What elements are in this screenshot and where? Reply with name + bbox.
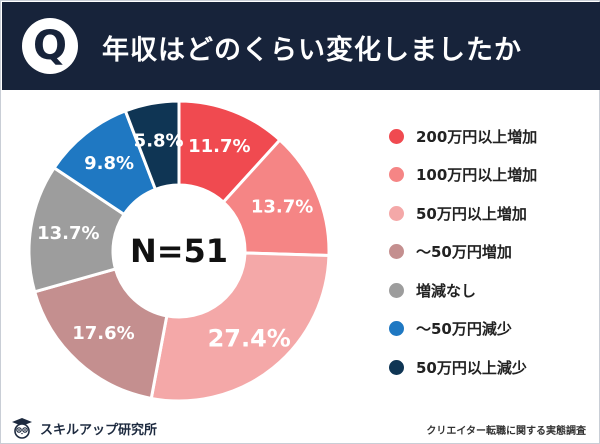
legend-label: 増減なし <box>416 281 477 300</box>
brand-name: スキルアップ研究所 <box>40 422 158 438</box>
legend-item-5: 増減なし <box>389 271 589 310</box>
legend-label: 50万円以上増加 <box>416 204 527 223</box>
legend-item-7: 50万円以上減少 <box>389 348 589 387</box>
sample-size-label: N=51 <box>130 232 228 270</box>
footer: スキルアップ研究所 クリエイター転職に関する実態調査 <box>2 413 600 444</box>
brand: スキルアップ研究所 <box>10 417 157 439</box>
legend-swatch <box>389 359 404 375</box>
donut-slice-7 <box>123 99 181 192</box>
legend-item-3: 50万円以上増加 <box>389 194 589 233</box>
slice-label-2: 13.7% <box>251 197 313 218</box>
legend-swatch <box>389 244 404 260</box>
slice-label-4: 17.6% <box>72 323 134 344</box>
donut-slice-4 <box>32 267 169 401</box>
legend-swatch <box>389 321 404 337</box>
slice-label-7: 5.8% <box>134 130 184 151</box>
question-badge: Q <box>22 18 78 74</box>
legend-swatch <box>389 128 404 144</box>
legend-item-4: 〜50万円増加 <box>389 233 589 272</box>
legend-item-6: 〜50万円減少 <box>389 310 589 349</box>
slice-label-1: 11.7% <box>188 136 250 157</box>
page-title: 年収はどのくらい変化しましたか <box>102 35 522 66</box>
slice-label-6: 9.8% <box>84 153 134 174</box>
legend-item-1: 200万円以上増加 <box>389 117 589 156</box>
legend-label: 200万円以上増加 <box>416 127 538 146</box>
slice-label-5: 13.7% <box>37 223 99 244</box>
question-badge-letter: Q <box>32 23 67 69</box>
legend-label: 〜50万円増加 <box>416 243 512 262</box>
donut-slice-3 <box>149 251 331 403</box>
slice-label-3: 27.4% <box>208 324 291 352</box>
chart-legend: 200万円以上増加 100万円以上増加 50万円以上増加 〜50万円増加 増減なし〜50… <box>389 117 589 387</box>
legend-label: 50万円以上減少 <box>416 358 527 377</box>
legend-swatch <box>389 167 404 183</box>
survey-source: クリエイター転職に関する実態調査 <box>426 426 586 437</box>
legend-label: 〜50万円減少 <box>416 320 512 339</box>
donut-chart: 11.7% 13.7% 27.4% 17.6% 13.7% 9.8%5.8% N=51 <box>27 99 331 403</box>
legend-swatch <box>389 282 404 298</box>
legend-item-2: 100万円以上増加 <box>389 156 589 195</box>
owl-logo-icon <box>12 418 32 439</box>
header-bar: Q 年収はどのくらい変化しましたか <box>2 2 600 90</box>
donut-hole <box>114 186 244 316</box>
legend-swatch <box>389 205 404 221</box>
legend-label: 100万円以上増加 <box>416 166 538 185</box>
